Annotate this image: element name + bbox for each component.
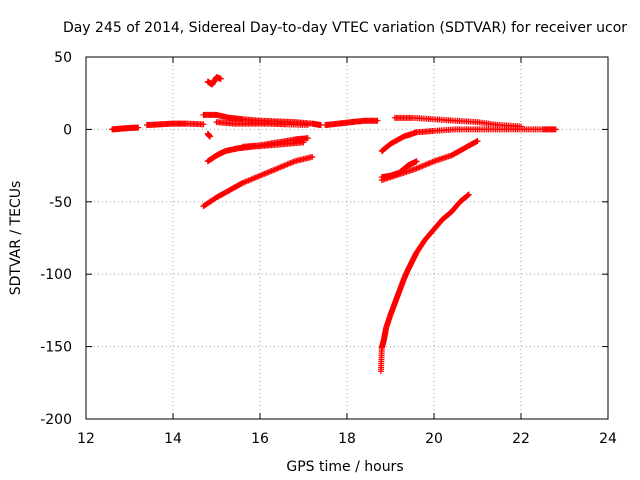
series-arc-f bbox=[204, 74, 224, 88]
data-point bbox=[465, 192, 472, 199]
x-tick-label: 16 bbox=[251, 431, 269, 447]
y-tick-label: -200 bbox=[40, 412, 72, 428]
y-tick-label: 50 bbox=[54, 50, 72, 66]
series-arc-g bbox=[204, 130, 213, 140]
data-point bbox=[206, 133, 213, 140]
data-point bbox=[200, 121, 207, 128]
series-arc-n bbox=[378, 137, 481, 184]
data-point bbox=[413, 158, 420, 165]
x-axis-label: GPS time / hours bbox=[286, 459, 403, 475]
x-tick-label: 12 bbox=[77, 431, 95, 447]
data-point bbox=[135, 124, 142, 131]
plot-frame bbox=[85, 56, 609, 420]
data-point bbox=[473, 138, 480, 145]
data-point bbox=[465, 191, 472, 198]
data-point bbox=[304, 135, 311, 142]
x-tick-label: 20 bbox=[425, 431, 443, 447]
data-point bbox=[474, 137, 481, 144]
y-tick-label: -100 bbox=[40, 267, 72, 283]
series-arc-j bbox=[200, 153, 316, 210]
tick-labels: 12 14 16 18 20 22 24 50 0 -50 -100 -150 -200 bbox=[40, 50, 617, 447]
data-point bbox=[304, 122, 311, 129]
x-tick-label: 14 bbox=[164, 431, 182, 447]
series-arc-i bbox=[239, 135, 311, 150]
y-tick-label: -150 bbox=[40, 340, 72, 356]
x-tick-label: 24 bbox=[599, 431, 617, 447]
series-arc-b bbox=[143, 120, 207, 129]
series-arc-a bbox=[109, 124, 142, 133]
data-point bbox=[217, 75, 224, 82]
series-arc-o bbox=[377, 191, 472, 375]
grid bbox=[86, 57, 608, 419]
x-tick-label: 18 bbox=[338, 431, 356, 447]
y-axis-label: SDTVAR / TECUs bbox=[8, 181, 24, 296]
data-point bbox=[309, 153, 316, 160]
series-arc-d bbox=[213, 119, 311, 129]
data-point bbox=[552, 126, 559, 133]
series-arc-k bbox=[391, 114, 524, 130]
series-arc-e bbox=[322, 117, 381, 129]
y-tick-label: 0 bbox=[63, 122, 72, 138]
y-tick-label: -50 bbox=[49, 195, 72, 211]
x-tick-label: 22 bbox=[512, 431, 530, 447]
series-arc-l bbox=[378, 126, 559, 155]
data-point bbox=[374, 117, 381, 124]
chart-title: Day 245 of 2014, Sidereal Day-to-day VTE… bbox=[63, 20, 627, 36]
data-points bbox=[109, 74, 559, 375]
